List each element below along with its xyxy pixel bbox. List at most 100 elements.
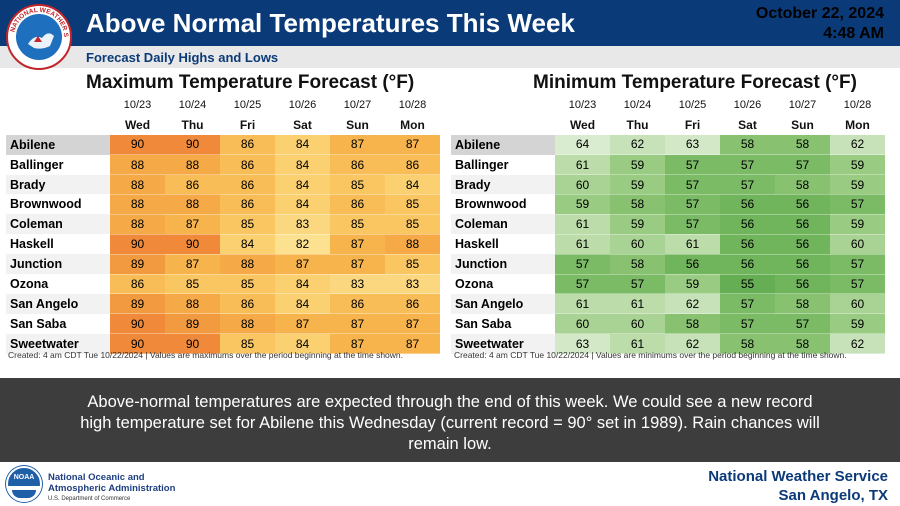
temperature-cell: 88 (110, 194, 165, 215)
svg-text:NATIONAL WEATHER SERVICE: NATIONAL WEATHER SERVICE (8, 6, 69, 38)
temperature-cell: 86 (385, 293, 440, 315)
temperature-cell: 58 (720, 333, 775, 355)
temperature-cell: 85 (330, 214, 385, 235)
temperature-cell: 90 (110, 313, 165, 335)
temperature-cell: 87 (385, 313, 440, 335)
temperature-cell: 63 (665, 134, 720, 156)
temperature-cell: 57 (830, 254, 885, 275)
blank-header (451, 115, 555, 135)
table-row: Brady 60 59 57 57 58 59 (451, 174, 885, 195)
blank-header (451, 95, 555, 115)
temperature-cell: 61 (555, 214, 610, 235)
page-title: Above Normal Temperatures This Week (86, 8, 575, 38)
temperature-cell: 86 (220, 154, 275, 176)
date-header: 10/26 (733, 98, 762, 111)
city-name: Brownwood (451, 194, 555, 215)
date-header: 10/27 (788, 98, 817, 111)
temperature-cell: 56 (720, 194, 775, 215)
table-row: Ozona 86 85 85 84 83 83 (6, 274, 440, 295)
temperature-cell: 86 (110, 274, 165, 295)
temperature-cell: 84 (220, 234, 275, 255)
temperature-cell: 59 (830, 214, 885, 235)
temperature-cell: 85 (220, 333, 275, 355)
temperature-cell: 84 (275, 134, 330, 156)
temperature-cell: 85 (220, 214, 275, 235)
temperature-cell: 59 (555, 194, 610, 215)
temperature-cell: 56 (720, 234, 775, 255)
temperature-cell: 56 (775, 234, 830, 255)
temperature-cell: 84 (275, 194, 330, 215)
header-bar (0, 0, 900, 46)
blank-header (6, 95, 110, 115)
office-line2: San Angelo, TX (778, 487, 888, 504)
temperature-cell: 88 (220, 254, 275, 275)
temperature-cell: 58 (610, 254, 665, 275)
temperature-cell: 88 (165, 154, 220, 176)
subtitle-bar (0, 46, 900, 68)
temperature-cell: 90 (165, 333, 220, 355)
table-row: Ozona 57 57 59 55 56 57 (451, 274, 885, 295)
temperature-cell: 90 (165, 234, 220, 255)
temperature-cell: 58 (775, 333, 830, 355)
city-name: San Saba (451, 313, 555, 334)
temperature-cell: 60 (555, 174, 610, 195)
temperature-cell: 88 (165, 293, 220, 315)
day-header: Thu (626, 117, 649, 132)
city-name: San Saba (6, 313, 110, 334)
min-footnote: Created: 4 am CDT Tue 10/22/2024 | Value… (454, 350, 847, 360)
temperature-cell: 59 (665, 274, 720, 295)
temperature-cell: 88 (110, 174, 165, 195)
temperature-cell: 56 (775, 194, 830, 215)
city-name: Junction (451, 254, 555, 275)
city-name: San Angelo (451, 293, 555, 314)
city-name: Sweetwater (6, 333, 110, 354)
table-row: Abilene 64 62 63 58 58 62 (451, 134, 885, 156)
temperature-cell: 59 (830, 313, 885, 335)
temperature-cell: 58 (720, 134, 775, 156)
temperature-cell: 85 (165, 274, 220, 295)
table-row: San Angelo 89 88 86 84 86 86 (6, 293, 440, 315)
city-name: San Angelo (6, 293, 110, 314)
temperature-cell: 58 (775, 134, 830, 156)
temperature-cell: 83 (275, 214, 330, 235)
temperature-cell: 60 (830, 293, 885, 315)
day-header: Sat (293, 117, 312, 132)
day-header: Fri (239, 117, 256, 132)
temperature-cell: 84 (275, 274, 330, 295)
temperature-cell: 59 (830, 154, 885, 176)
temperature-cell: 87 (330, 134, 385, 156)
temperature-cell: 57 (555, 254, 610, 275)
agency-line3: U.S. Department of Commerce (48, 496, 131, 502)
noaa-agency: National Oceanic and Atmospheric Adminis… (48, 472, 175, 505)
temperature-cell: 88 (220, 313, 275, 335)
city-name: Brady (451, 174, 555, 195)
temperature-cell: 87 (165, 254, 220, 275)
temperature-cell: 87 (330, 313, 385, 335)
datetime: October 22, 2024 4:48 AM (756, 4, 884, 44)
temperature-cell: 88 (385, 234, 440, 255)
temperature-cell: 61 (665, 234, 720, 255)
day-header: Mon (845, 117, 870, 132)
temperature-cell: 58 (775, 174, 830, 195)
temperature-cell: 84 (385, 174, 440, 195)
city-name: Haskell (6, 234, 110, 255)
temperature-cell: 60 (830, 234, 885, 255)
temperature-cell: 61 (555, 154, 610, 176)
temperature-cell: 87 (165, 214, 220, 235)
table-row: Brady 88 86 86 84 85 84 (6, 174, 440, 195)
city-name: Brady (6, 174, 110, 195)
temperature-cell: 88 (165, 194, 220, 215)
day-header: Sun (346, 117, 369, 132)
nws-logo: NATIONAL WEATHER SERVICE (6, 4, 72, 70)
temperature-cell: 57 (665, 154, 720, 176)
temperature-cell: 87 (330, 234, 385, 255)
date-header: 10/28 (843, 98, 872, 111)
temperature-cell: 86 (220, 134, 275, 156)
temperature-cell: 83 (330, 274, 385, 295)
city-name: Sweetwater (451, 333, 555, 354)
city-name: Junction (6, 254, 110, 275)
temperature-cell: 82 (275, 234, 330, 255)
temperature-cell: 57 (665, 214, 720, 235)
max-temperature-table: 10/23 10/24 10/25 10/26 10/27 10/28 Wed Thu Fri S… (6, 95, 440, 355)
temperature-cell: 87 (275, 254, 330, 275)
